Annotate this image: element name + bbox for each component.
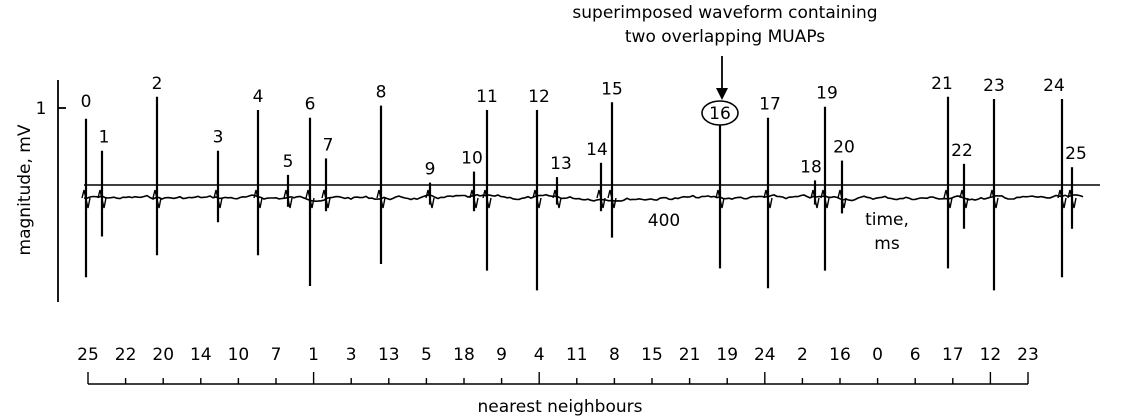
y-axis-label: magnitude, mV <box>15 124 35 255</box>
spike-detail-7 <box>321 189 331 209</box>
annotation-arrow-head <box>716 88 728 100</box>
nn-value-11: 9 <box>496 345 507 365</box>
nn-value-15: 15 <box>641 345 663 365</box>
spike-detail-1 <box>97 189 107 209</box>
nn-value-18: 24 <box>754 345 776 365</box>
spike-label-5: 5 <box>283 152 294 172</box>
spike-label-21: 21 <box>931 74 953 94</box>
spike-detail-23 <box>989 189 999 209</box>
spike-detail-0 <box>81 189 91 209</box>
spike-detail-13 <box>552 189 562 209</box>
spike-detail-21 <box>943 189 953 209</box>
x-tick-label-400: 400 <box>648 211 680 231</box>
spike-detail-9 <box>425 189 435 209</box>
nn-value-22: 6 <box>910 345 921 365</box>
spike-detail-16 <box>715 189 725 209</box>
nn-value-13: 11 <box>566 345 588 365</box>
spike-detail-14 <box>596 189 606 209</box>
spike-detail-10 <box>469 189 479 209</box>
spike-detail-17 <box>763 189 773 209</box>
nn-value-17: 19 <box>716 345 738 365</box>
spike-label-11: 11 <box>476 87 498 107</box>
spike-label-8: 8 <box>376 83 387 103</box>
nn-value-19: 2 <box>797 345 808 365</box>
circled-label-ring <box>701 100 739 126</box>
spike-label-9: 9 <box>425 160 436 180</box>
spike-detail-5 <box>283 189 293 209</box>
spike-label-2: 2 <box>152 74 163 94</box>
spike-detail-2 <box>152 189 162 209</box>
spike-detail-18 <box>810 189 820 209</box>
x-axis-label-line-2: ms <box>874 234 900 254</box>
spike-detail-6 <box>305 189 315 209</box>
spike-detail-24 <box>1057 189 1067 209</box>
nearest-neighbours-scale: 25 22 20 14 10 7 1 3 13 5 18 9 4 11 8 15 21 19 24 2 16 0 6 17 12… <box>77 345 1039 385</box>
spike-label-25: 25 <box>1065 144 1087 164</box>
spike-label-6: 6 <box>305 95 316 115</box>
spike-label-10: 10 <box>461 149 483 169</box>
spike-detail-19 <box>820 189 830 209</box>
spike-label-14: 14 <box>586 140 608 160</box>
nn-value-3: 14 <box>190 345 212 365</box>
spike-label-0: 0 <box>81 92 92 112</box>
nn-value-5: 7 <box>271 345 282 365</box>
nn-value-14: 8 <box>609 345 620 365</box>
spike-detail-25 <box>1067 189 1077 209</box>
annotation-line-2: two overlapping MUAPs <box>625 27 825 47</box>
spike-label-22: 22 <box>951 141 973 161</box>
circled-spike-label: 16 <box>709 104 731 124</box>
nn-value-2: 20 <box>152 345 174 365</box>
nn-value-6: 1 <box>308 345 319 365</box>
spike-label-12: 12 <box>528 87 550 107</box>
nn-value-4: 10 <box>228 345 250 365</box>
x-axis-label-line-1: time, <box>865 210 909 230</box>
spike-label-3: 3 <box>213 128 224 148</box>
nn-value-25: 23 <box>1017 345 1039 365</box>
spike-detail-4 <box>253 189 263 209</box>
spike-label-13: 13 <box>550 154 572 174</box>
emg-baseline-trace <box>83 193 1084 203</box>
nn-value-12: 4 <box>534 345 545 365</box>
spike-label-23: 23 <box>983 76 1005 96</box>
spike-detail-11 <box>482 189 492 209</box>
nn-value-1: 22 <box>115 345 137 365</box>
spike-label-18: 18 <box>800 157 822 177</box>
spike-detail-20 <box>837 189 847 209</box>
nn-value-16: 21 <box>679 345 701 365</box>
spike-detail-22 <box>959 189 969 209</box>
nn-value-10: 18 <box>453 345 475 365</box>
nn-value-21: 0 <box>872 345 883 365</box>
nearest-neighbours-label: nearest neighbours <box>478 397 643 417</box>
spike-label-20: 20 <box>833 138 855 158</box>
y-axis-tick-label: 1 <box>36 99 47 119</box>
spike-label-15: 15 <box>601 79 623 99</box>
spike-label-24: 24 <box>1043 76 1065 96</box>
spike-label-7: 7 <box>323 135 334 155</box>
spike-detail-3 <box>213 189 223 209</box>
nn-value-24: 12 <box>980 345 1002 365</box>
spike-detail-8 <box>376 189 386 209</box>
spike-label-4: 4 <box>253 87 264 107</box>
nn-value-23: 17 <box>942 345 964 365</box>
nn-value-9: 5 <box>421 345 432 365</box>
nn-value-0: 25 <box>77 345 99 365</box>
nn-value-8: 13 <box>378 345 400 365</box>
spike-detail-15 <box>607 189 617 209</box>
spike-detail-12 <box>532 189 542 209</box>
nn-value-7: 3 <box>346 345 357 365</box>
annotation-line-1: superimposed waveform containing <box>572 3 877 23</box>
nn-value-20: 16 <box>829 345 851 365</box>
spike-label-1: 1 <box>99 128 110 148</box>
spike-label-19: 19 <box>816 84 838 104</box>
spike-label-17: 17 <box>759 95 781 115</box>
